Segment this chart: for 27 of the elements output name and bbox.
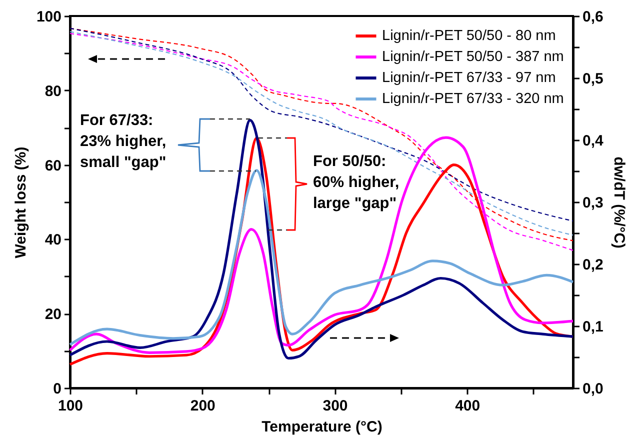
x-tick-label: 100 — [58, 398, 84, 414]
annotation: For 67/33: 23% higher, small "gap" — [80, 112, 166, 171]
y-tick-label: 100 — [36, 8, 62, 26]
legend-label: Lignin/r-PET 67/33 - 320 nm — [382, 91, 564, 107]
line-series — [68, 169, 574, 346]
legend-label: Lignin/r-PET 67/33 - 97 nm — [382, 70, 556, 86]
x-tick-label: 400 — [455, 398, 480, 414]
y-tick-label: 20 — [44, 306, 62, 324]
y-tick-label: 40 — [44, 232, 62, 249]
legend-label: Lignin/r-PET 50/50 - 80 nm — [382, 28, 556, 44]
y-axis-title: Weight loss (%) — [12, 146, 30, 258]
y2-tick-label: 0,0 — [582, 380, 604, 398]
y2-tick-label: 0,4 — [582, 132, 604, 150]
x-tick-label: 300 — [322, 398, 348, 414]
y2-tick-label: 0,5 — [582, 70, 604, 88]
y-tick-label: 0 — [53, 380, 62, 398]
x-axis-title: Temperature (°C) — [262, 418, 382, 436]
y2-tick-label: 0,1 — [582, 318, 604, 336]
y2-tick-label: 0,2 — [582, 256, 604, 274]
y2-axis-title: dw/dT (%/°C) — [610, 156, 628, 248]
y-tick-label: 80 — [44, 82, 62, 100]
y2-tick-label: 0,6 — [582, 8, 604, 26]
legend-label: Lignin/r-PET 50/50 - 387 nm — [382, 49, 564, 65]
x-tick-label: 200 — [190, 398, 216, 414]
y2-tick-label: 0,3 — [582, 194, 604, 212]
y-tick-label: 60 — [44, 157, 62, 174]
annotation: For 50/50: 60% higher, large "gap" — [313, 153, 400, 212]
